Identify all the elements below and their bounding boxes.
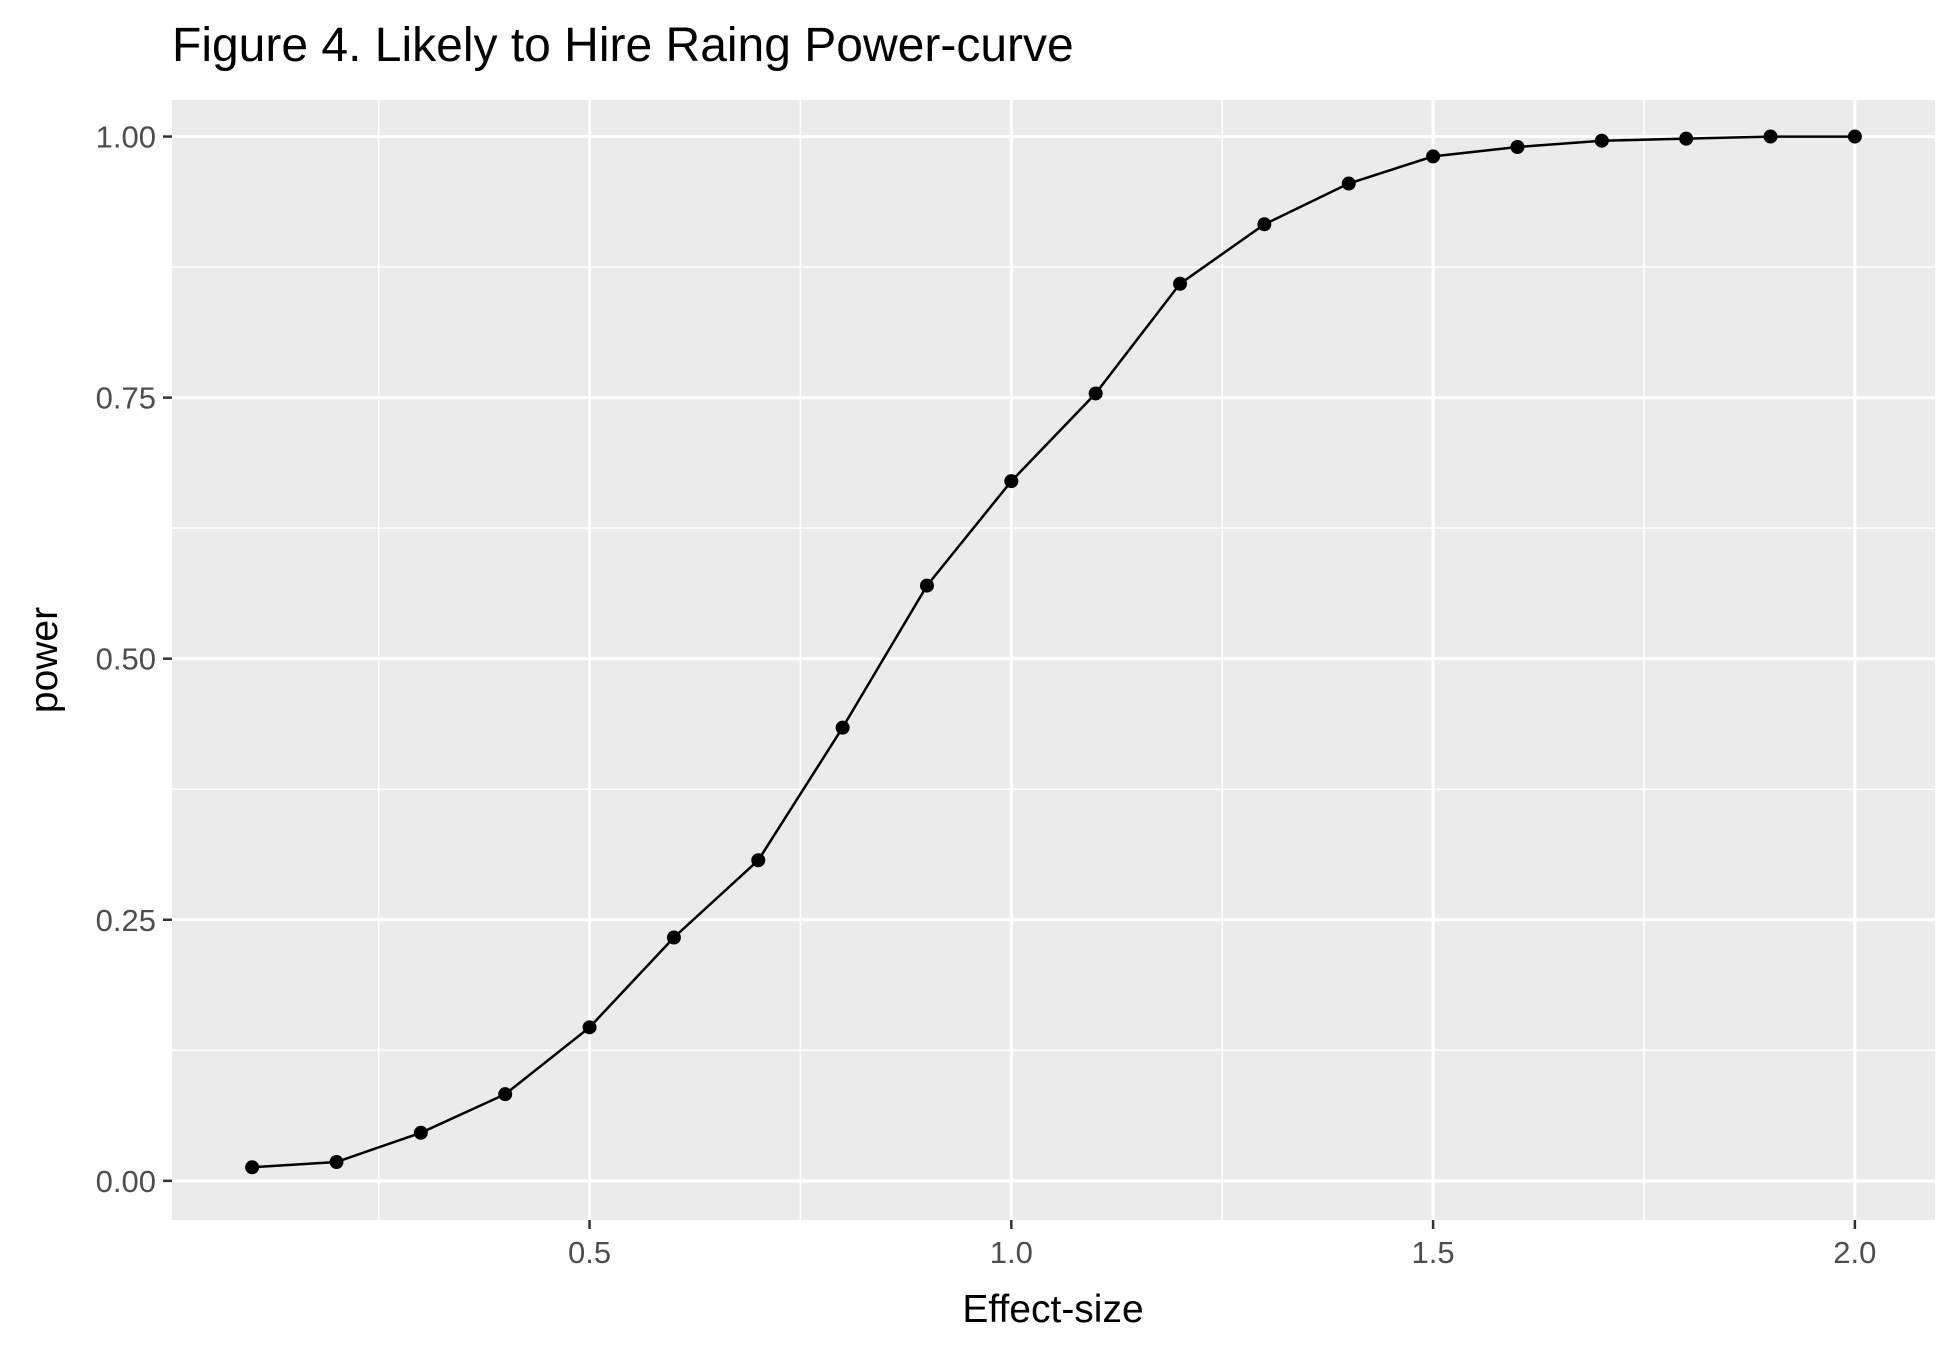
series-layer [245, 129, 1862, 1175]
y-tick-label: 0.50 [96, 642, 156, 677]
data-point [835, 720, 850, 735]
data-point [329, 1155, 344, 1170]
x-tick-label: 2.0 [1833, 1235, 1876, 1270]
data-point [919, 578, 934, 593]
chart-title: Figure 4. Likely to Hire Raing Power-cur… [172, 19, 1074, 72]
data-point [1341, 176, 1356, 191]
axes: 0.5 1.0 1.5 2.0 0.00 0.25 0.50 0.75 1.00 [96, 120, 1877, 1270]
data-point [666, 930, 681, 945]
data-point [1426, 149, 1441, 164]
data-point [1173, 276, 1188, 291]
data-point [1510, 139, 1525, 154]
y-tick-label: 0.00 [96, 1164, 156, 1199]
x-tick-label: 1.0 [990, 1235, 1033, 1270]
x-tick-label: 1.5 [1412, 1235, 1455, 1270]
x-axis-title: Effect-size [962, 1288, 1143, 1331]
y-tick-label: 0.25 [96, 903, 156, 938]
data-point [1594, 133, 1609, 148]
data-point [413, 1125, 428, 1140]
data-point [245, 1160, 260, 1175]
y-axis-title: power [23, 607, 66, 713]
data-point [1679, 131, 1694, 146]
y-tick-label: 1.00 [96, 120, 156, 155]
data-point [1257, 217, 1272, 232]
data-point [582, 1020, 597, 1035]
data-point [498, 1087, 513, 1102]
major-gridlines [172, 100, 1935, 1220]
data-point [1088, 386, 1103, 401]
data-point [1004, 474, 1019, 489]
x-tick-label: 0.5 [568, 1235, 611, 1270]
data-point [1763, 129, 1778, 144]
data-point [1847, 129, 1862, 144]
power-series-line [252, 135, 1855, 1169]
data-point [751, 853, 766, 868]
y-tick-label: 0.75 [96, 381, 156, 416]
